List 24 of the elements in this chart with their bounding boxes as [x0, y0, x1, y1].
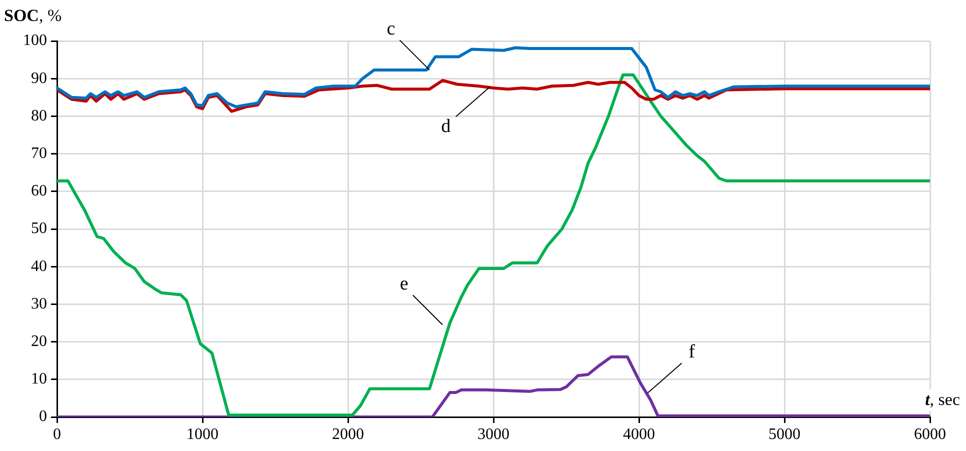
y-tick-label: 100 [23, 32, 47, 50]
y-tick-label: 70 [31, 145, 47, 162]
x-tick-label: 0 [53, 426, 61, 443]
y-tick-label: 20 [31, 333, 47, 350]
x-tick-label: 3000 [478, 426, 510, 443]
x-tick-label: 6000 [914, 426, 946, 443]
y-tick-label: 0 [39, 408, 47, 426]
annotation: d [441, 116, 452, 138]
y-tick-label: 30 [31, 295, 47, 312]
annotation: f [688, 342, 696, 363]
y-tick-label: 90 [31, 70, 47, 87]
x-tick-label: 1000 [186, 426, 218, 443]
x-axis-title: t, sec [925, 390, 960, 409]
annotation: c [386, 18, 396, 40]
y-tick-label: 60 [31, 182, 47, 200]
y-tick-label: 50 [31, 220, 47, 238]
x-tick-label: 2000 [332, 426, 364, 443]
y-tick-label: 80 [31, 107, 47, 124]
x-tick-label: 5000 [768, 426, 800, 443]
annotation: e [400, 274, 408, 295]
y-tick-label: 10 [31, 370, 47, 388]
x-tick-label: 4000 [623, 426, 655, 443]
y-tick-label: 40 [31, 258, 47, 275]
y-axis-title: SOC, % [4, 6, 62, 25]
